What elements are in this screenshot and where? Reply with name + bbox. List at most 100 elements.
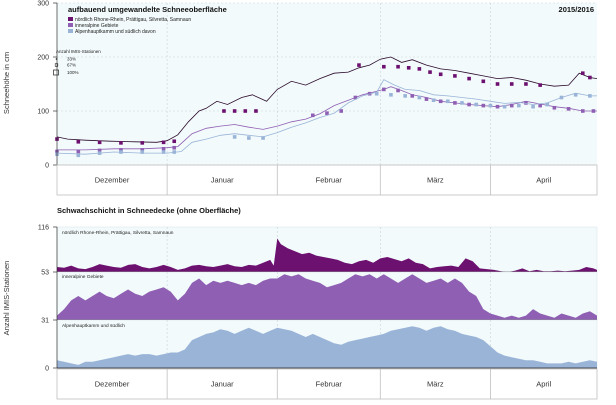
marker-south-8 [247,136,251,140]
marker-north-2 [97,140,102,145]
marker-north-6 [172,139,177,144]
marker-inner-13 [396,88,400,93]
marker-inner-19 [481,103,486,108]
series-line-south [56,79,597,155]
size-legend: Anzahl IMIS-Stationen 33% 67% 100% [53,49,101,76]
bottom-y-tick-label-116: 116 [38,225,49,232]
marker-south-18 [488,103,493,108]
marker-south-13 [417,95,422,100]
bottom-panel-label-0: nördlich Rhone-Rhein, Prättigau, Silvret… [62,230,174,236]
top-month-label-1: Januar [211,176,234,185]
marker-north-17 [438,72,443,77]
marker-south-17 [474,102,479,107]
bottom-chart-title: Schwachschicht in Schneedecke (ohne Ober… [57,206,241,215]
legend-label-north: nördlich Rhone-Rhein, Prättigau, Silvret… [75,17,191,23]
marker-south-11 [389,93,393,97]
size-legend-marker-small [55,58,58,60]
marker-inner-27 [591,109,596,113]
marker-north-11 [357,63,361,67]
marker-inner-3 [119,148,123,152]
marker-north-16 [428,70,432,74]
marker-inner-22 [524,101,528,105]
marker-north-13 [396,64,400,69]
bottom-month-label-1: Januar [211,380,234,389]
top-chart: 0 100 200 300 Dezember Januar Februar März Apri… [2,1,598,196]
bottom-panel-label-2: Alpenhauptkamm und südlich [62,323,125,329]
marker-inner-5 [161,147,166,151]
size-legend-title: Anzahl IMIS-Stationen [56,49,101,54]
marker-inner-25 [566,107,571,111]
bottom-y-tick-label-0: 0 [45,366,49,373]
marker-inner-12 [382,87,386,92]
marker-north-12 [382,64,386,69]
marker-south-3 [119,150,123,154]
legend-swatch-south [68,29,73,33]
marker-north-8 [232,109,237,113]
marker-south-25 [588,94,592,98]
bottom-month-label-2: Februar [316,380,343,389]
bottom-panel-label-1: inneralpine Gebiete [62,274,104,280]
marker-north-9 [243,109,248,113]
marker-inner-4 [140,148,145,152]
top-month-label-3: März [427,176,444,185]
marker-inner-18 [467,102,471,107]
marker-south-4 [140,150,145,154]
marker-north-21 [495,82,500,86]
season-label: 2015/2016 [559,5,594,14]
marker-south-2 [97,151,102,155]
marker-north-7 [222,109,226,113]
marker-inner-9 [339,109,344,113]
marker-south-23 [559,95,564,100]
size-legend-label-100: 100% [67,70,79,75]
bottom-chart: Schwachschicht in Schneedecke (ohne Ober… [2,206,598,400]
marker-south-5 [161,150,166,154]
legend-label-inner: inneralpine Gebiete [75,23,119,29]
top-y-tick-label-300: 300 [37,1,49,8]
marker-south-10 [374,91,379,96]
legend-swatch-inner [68,23,73,27]
marker-inner-23 [538,103,542,108]
legend-label-south: Alpenhauptkamm und südlich davon [75,29,156,35]
top-month-label-4: April [536,176,551,185]
marker-north-18 [453,74,457,78]
marker-south-15 [445,99,450,104]
marker-south-22 [545,102,550,107]
marker-inner-2 [97,148,102,153]
marker-inner-24 [552,105,557,110]
bottom-month-axis: Dezember Januar Februar März April [95,369,552,399]
bottom-month-label-4: April [536,380,551,389]
marker-inner-16 [438,99,443,104]
size-legend-label-33: 33% [67,57,76,62]
marker-north-19 [467,76,471,81]
bottom-area-north [57,238,597,272]
bottom-month-strip [56,368,598,400]
marker-south-16 [460,101,464,105]
top-month-label-2: Februar [316,176,343,185]
top-month-axis: Dezember Januar Februar März April [95,165,552,195]
marker-inner-20 [495,104,500,109]
series-line-north [56,56,598,143]
bottom-y-tick-label-53: 53 [41,270,49,277]
bottom-panels: nördlich Rhone-Rhein, Prättigau, Silvret… [56,226,598,369]
marker-south-24 [573,93,578,97]
marker-inner-15 [424,97,429,101]
bottom-y-axis: 0 31 53 116 [38,225,58,373]
top-legend: nördlich Rhone-Rhein, Prättigau, Silvret… [68,17,191,35]
legend-swatch-north [68,17,73,21]
marker-north-23 [524,82,528,86]
marker-south-12 [403,94,407,98]
bottom-y-axis-label: Anzahl IMIS-Stationen [2,261,11,336]
marker-north-4 [140,141,145,145]
marker-south-19 [502,104,507,109]
marker-south-14 [431,98,436,102]
marker-inner-1 [76,149,81,154]
top-y-axis: 0 100 200 300 [37,1,58,170]
marker-north-26 [588,75,592,80]
top-series-group [55,56,598,158]
marker-south-7 [232,135,237,139]
marker-south-21 [531,104,535,109]
marker-north-20 [481,79,486,84]
marker-north-10 [254,109,258,113]
